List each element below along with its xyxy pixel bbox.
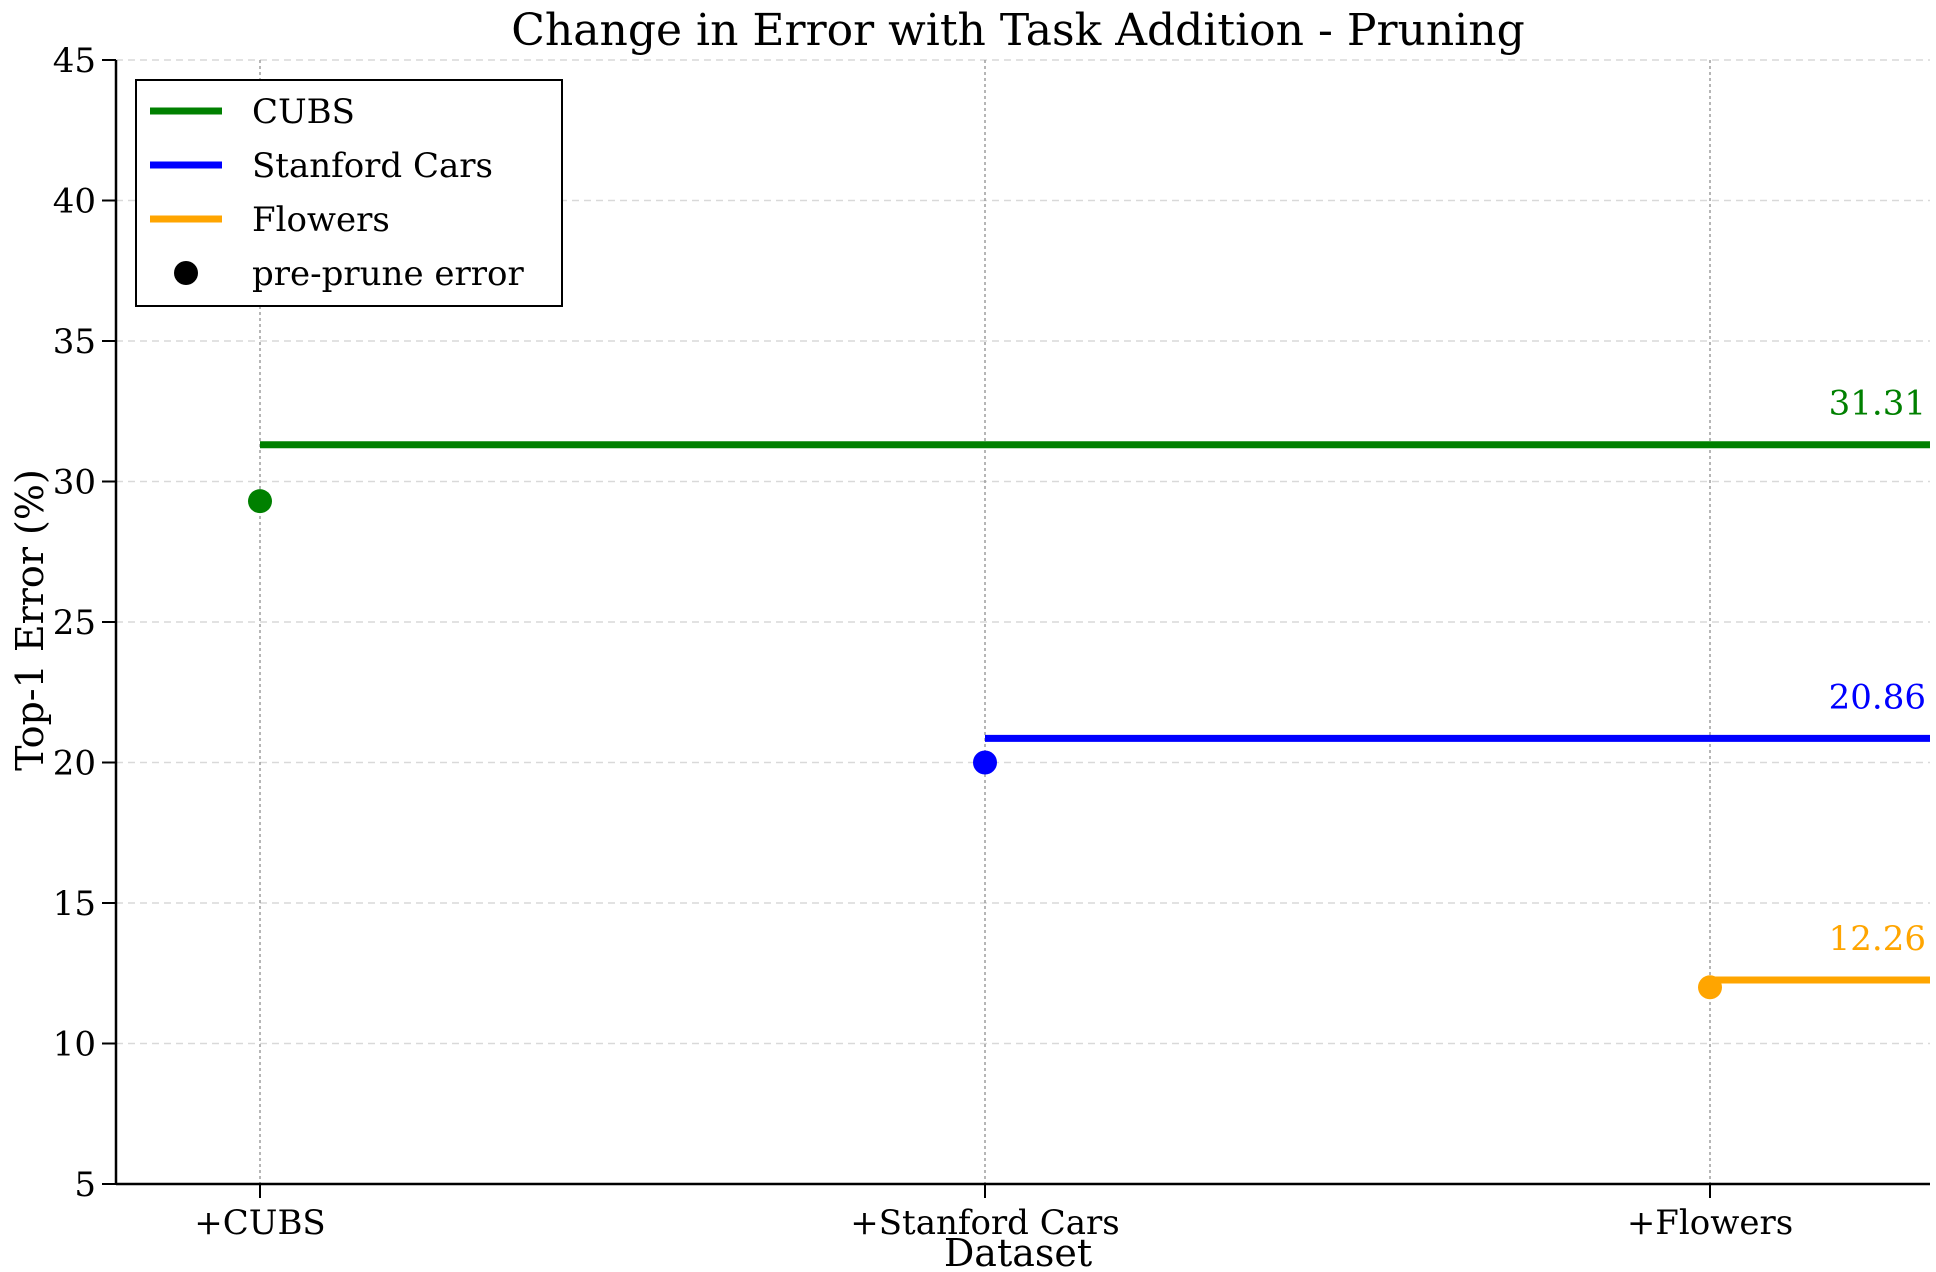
y-tick-label: 35 (53, 322, 96, 362)
pre-prune-point-stanford-cars (973, 750, 997, 775)
legend-box (135, 79, 563, 307)
y-tick-label: 10 (53, 1025, 96, 1065)
legend-label-stanford-cars: Stanford Cars (252, 146, 493, 186)
y-tick-label: 5 (74, 1165, 96, 1205)
value-label-flowers: 12.26 (1829, 919, 1926, 959)
axes-layer: 5 10 15 20 25 30 35 40 45 +CUBS +Stanford Cars +Flo… (53, 41, 1930, 1243)
legend-label-flowers: Flowers (252, 200, 390, 240)
value-label-cubs: 31.31 (1829, 384, 1926, 424)
legend-label-pre-prune: pre-prune error (252, 254, 524, 294)
y-tick-label: 30 (53, 463, 96, 503)
value-label-stanford-cars: 20.86 (1829, 677, 1926, 717)
y-tick-label: 15 (53, 884, 96, 924)
y-tick-label: 20 (53, 744, 96, 784)
legend-label-cubs: CUBS (252, 92, 355, 132)
x-axis-label: Dataset (944, 1231, 1092, 1272)
data-layer: 31.31 20.86 12.26 (248, 384, 1930, 1000)
y-tick-label: 40 (53, 182, 96, 222)
x-tick-label: +Flowers (1627, 1203, 1793, 1243)
x-tick-label: +CUBS (194, 1203, 325, 1243)
pre-prune-point-flowers (1698, 975, 1722, 1000)
legend-marker-pre-prune (174, 261, 198, 285)
y-tick-label: 45 (53, 41, 96, 81)
x-tick-label: +Stanford Cars (850, 1203, 1119, 1243)
legend-layer: CUBS Stanford Cars Flowers pre-prune error (135, 79, 563, 307)
pre-prune-point-cubs (248, 489, 272, 514)
y-axis-label: Top-1 Error (%) (8, 469, 52, 771)
chart-title: Change in Error with Task Addition - Pru… (511, 5, 1524, 56)
y-tick-label: 25 (53, 603, 96, 643)
